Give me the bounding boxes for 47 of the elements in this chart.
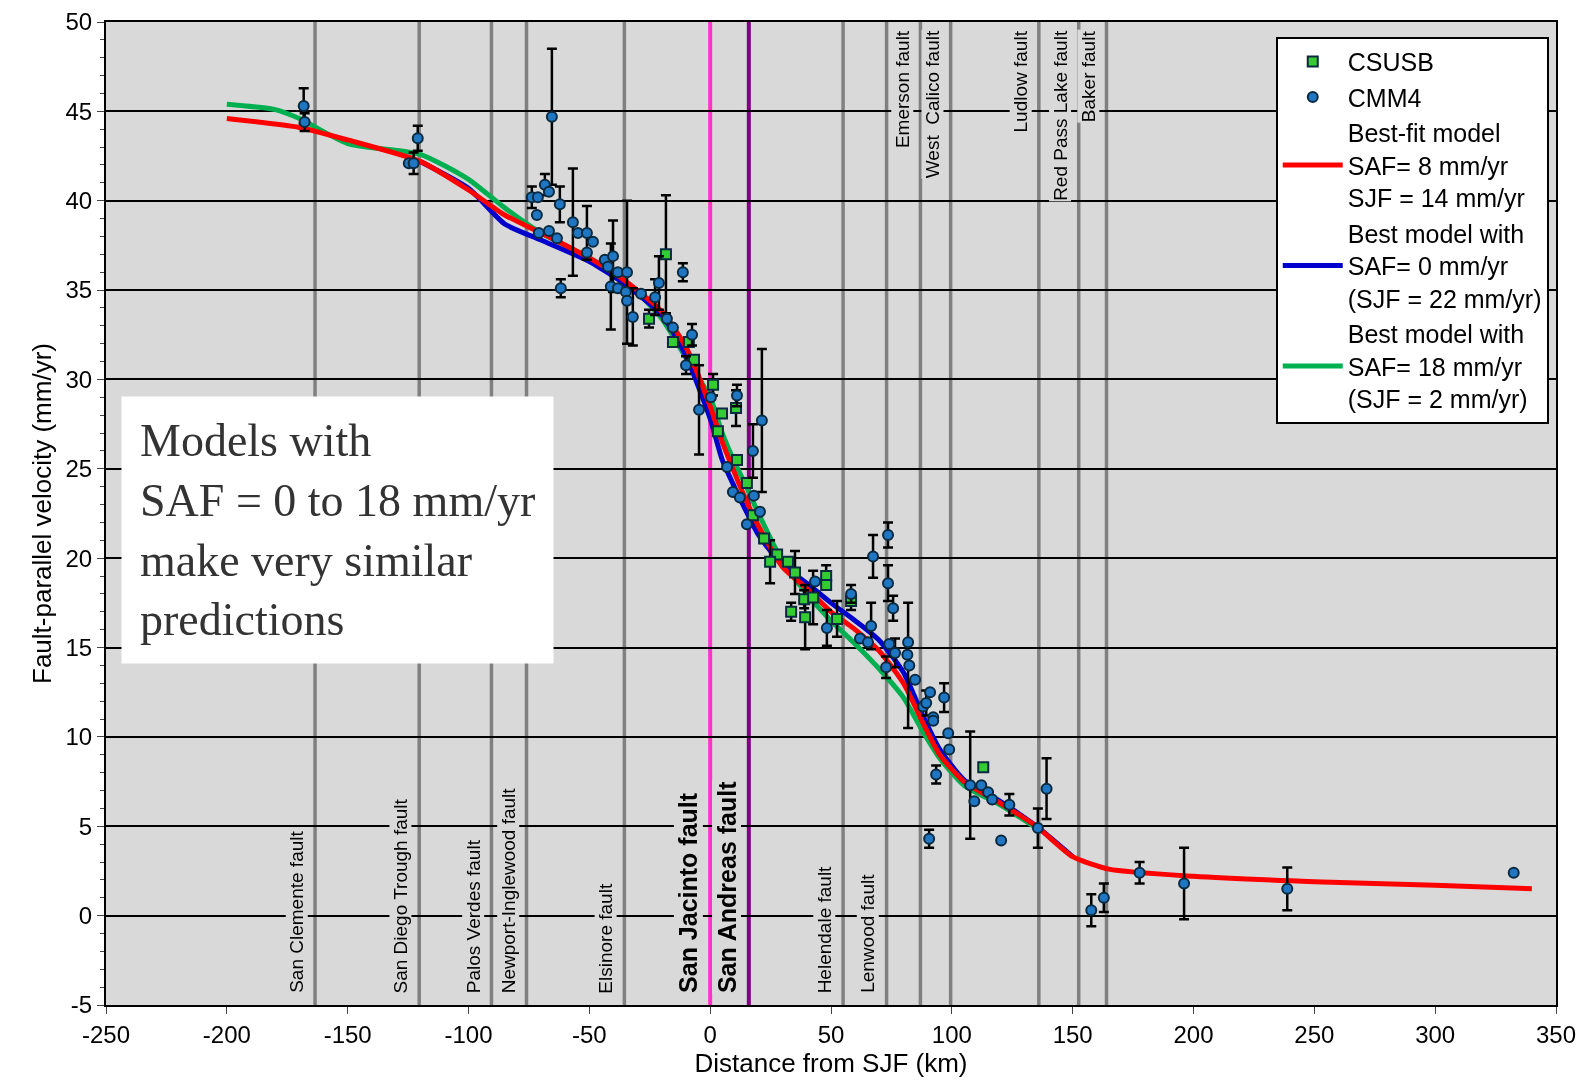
- legend-label: CSUSB: [1347, 48, 1434, 77]
- x-tick-label: 250: [1294, 1020, 1335, 1048]
- y-tick-label: 40: [65, 187, 93, 215]
- ref-line-label: San Clemente fault: [286, 830, 308, 993]
- ref-line-label: San Jacinto fault: [674, 792, 703, 993]
- ref-line-label: Lenwood fault: [857, 873, 879, 993]
- y-tick-label: 5: [78, 812, 93, 840]
- annotation: Models with SAF = 0 to 18 mm/yr make very similar predictions: [140, 415, 536, 646]
- ref-line-label: West Calico fault: [921, 30, 943, 179]
- legend-label: Best model with SAF= 18 mm/yr (SJF = 2 mm/yr): [1347, 320, 1528, 414]
- x-tick-label: -100: [444, 1020, 493, 1048]
- y-tick-label: 10: [65, 723, 93, 751]
- ref-line-label: Helendale fault: [813, 865, 835, 994]
- y-tick-label: -5: [70, 991, 93, 1019]
- y-tick-label: 0: [78, 902, 93, 930]
- ref-line-label: Elsinore fault: [595, 883, 617, 994]
- y-tick-label: 15: [65, 633, 93, 661]
- y-axis-title: Fault-parallel velocity (mm/yr): [27, 343, 58, 684]
- x-tick-label: 50: [817, 1020, 845, 1048]
- ref-line-label: Red Pass Lake fault: [1049, 30, 1071, 201]
- x-tick-label: -50: [571, 1020, 607, 1048]
- ref-line-label: San Andreas fault: [712, 780, 741, 994]
- ref-line-label: Ludlow fault: [1010, 30, 1032, 133]
- x-tick-label: 300: [1415, 1020, 1456, 1048]
- ref-line-label: Emerson fault: [891, 30, 913, 149]
- y-tick-label: 30: [65, 365, 93, 393]
- legend-label: Best model with SAF= 0 mm/yr (SJF = 22 mm/yr): [1347, 219, 1542, 313]
- x-tick-label: 150: [1052, 1020, 1093, 1048]
- x-tick-label: -150: [323, 1020, 372, 1048]
- y-tick-label: 20: [65, 544, 93, 572]
- y-tick-label: 45: [65, 97, 93, 125]
- ref-line-label: Baker fault: [1077, 30, 1099, 123]
- x-tick-label: 100: [931, 1020, 972, 1048]
- y-tick-label: 50: [65, 8, 93, 36]
- x-tick-label: -250: [81, 1020, 131, 1048]
- x-tick-label: 0: [703, 1020, 717, 1048]
- x-tick-label: -200: [202, 1020, 251, 1048]
- x-tick-label: 350: [1535, 1020, 1577, 1048]
- y-tick-label: 35: [65, 276, 93, 304]
- legend-label: CMM4: [1347, 83, 1422, 112]
- x-tick-label: 200: [1173, 1020, 1214, 1048]
- ref-line-label: Newport-Inglewood fault: [497, 787, 519, 994]
- legend-label: Best-fit model SAF= 8 mm/yr SJF = 14 mm/yr: [1347, 119, 1525, 213]
- ref-line-label: San Diego Trough fault: [389, 798, 411, 994]
- y-tick-label: 25: [65, 455, 93, 483]
- x-axis-title: Distance from SJF (km): [694, 1047, 968, 1078]
- ref-line-label: Palos Verdes fault: [462, 839, 484, 994]
